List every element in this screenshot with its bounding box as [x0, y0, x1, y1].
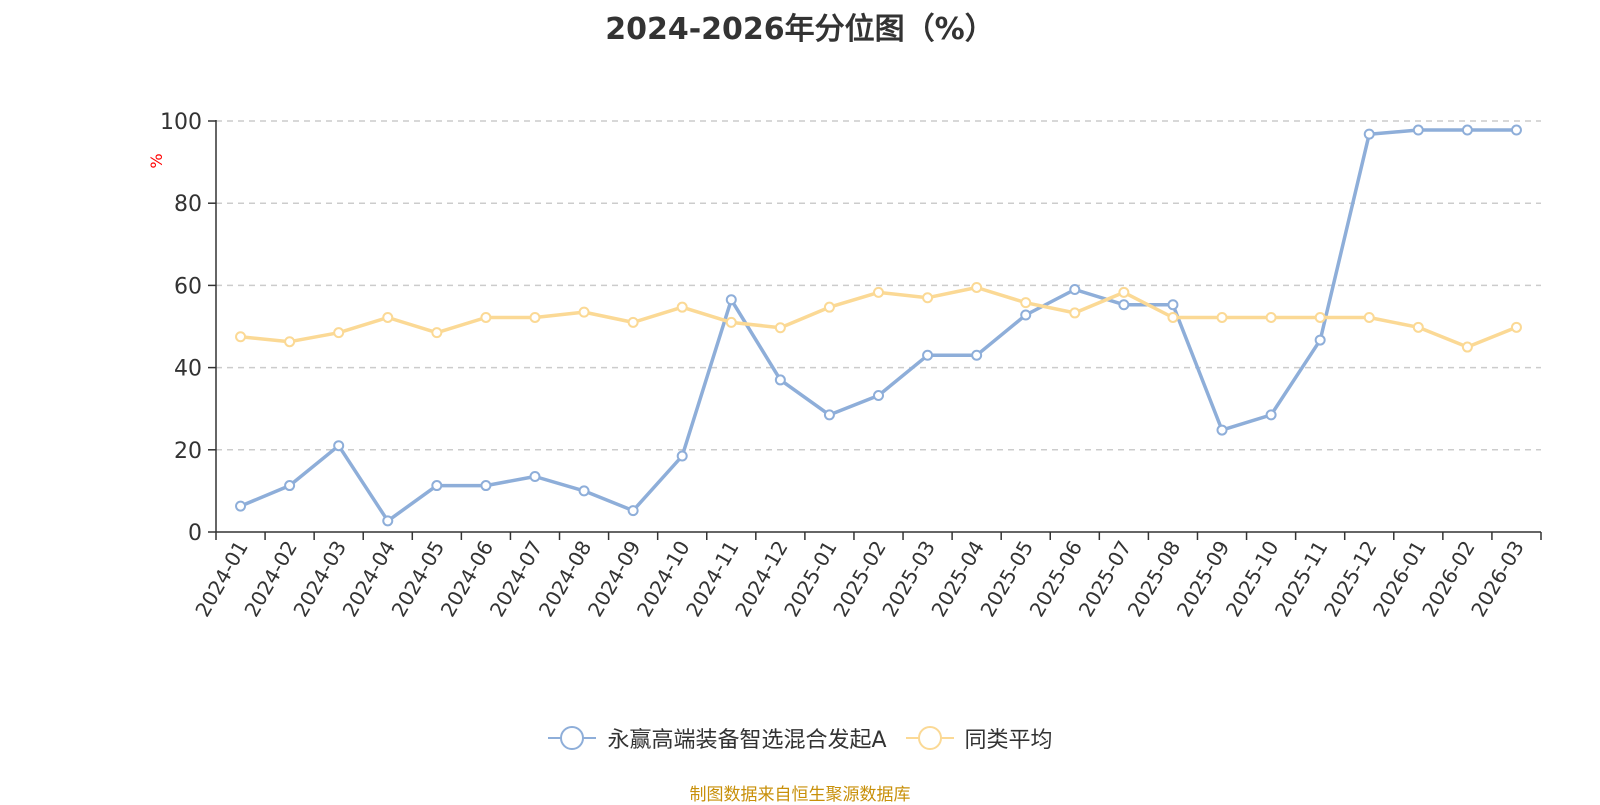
data-point[interactable] [1314, 311, 1326, 323]
y-tick-label: 0 [188, 521, 202, 546]
data-point[interactable] [971, 281, 983, 293]
data-point[interactable] [1069, 307, 1081, 319]
data-point[interactable] [725, 316, 737, 328]
data-point[interactable] [676, 301, 688, 313]
data-point[interactable] [774, 322, 786, 334]
legend-item-fund[interactable]: 永赢高端装备智选混合发起A [547, 722, 887, 754]
data-point[interactable] [1167, 311, 1179, 323]
data-point[interactable] [1118, 286, 1130, 298]
data-point[interactable] [284, 336, 296, 348]
data-point[interactable] [1461, 124, 1473, 136]
data-point[interactable] [823, 301, 835, 313]
source-note: 制图数据来自恒生聚源数据库 [689, 785, 911, 805]
data-point[interactable] [431, 327, 443, 339]
data-point[interactable] [1020, 297, 1032, 309]
data-point[interactable] [823, 409, 835, 421]
line-chart: 020406080100%2024-012024-022024-032024-0… [147, 110, 1542, 621]
data-point[interactable] [480, 311, 492, 323]
data-point[interactable] [627, 505, 639, 517]
data-point[interactable] [1216, 311, 1228, 323]
data-point[interactable] [333, 440, 345, 452]
data-point[interactable] [1265, 409, 1277, 421]
data-point[interactable] [1412, 124, 1424, 136]
data-point[interactable] [529, 471, 541, 483]
data-point[interactable] [725, 294, 737, 306]
data-point[interactable] [284, 480, 296, 492]
data-point[interactable] [676, 450, 688, 462]
data-point[interactable] [1216, 424, 1228, 436]
data-point[interactable] [922, 349, 934, 361]
data-point[interactable] [1265, 311, 1277, 323]
legend-item-average[interactable]: 同类平均 [905, 722, 1053, 754]
legend-marker-fund-icon [548, 726, 597, 750]
data-point[interactable] [1020, 309, 1032, 321]
data-point[interactable] [235, 500, 247, 512]
data-point[interactable] [1167, 299, 1179, 311]
data-point[interactable] [480, 480, 492, 492]
data-point[interactable] [971, 349, 983, 361]
data-point[interactable] [529, 311, 541, 323]
legend: 永赢高端装备智选混合发起A 同类平均 [0, 722, 1600, 754]
data-point[interactable] [1461, 341, 1473, 353]
data-point[interactable] [1510, 124, 1522, 136]
y-tick-label: 60 [174, 274, 202, 299]
data-point[interactable] [235, 331, 247, 343]
data-point[interactable] [873, 286, 884, 298]
y-axis-label: % [147, 153, 166, 168]
data-point[interactable] [431, 480, 443, 492]
data-point[interactable] [1363, 311, 1375, 323]
data-point[interactable] [1412, 321, 1424, 333]
data-point[interactable] [382, 515, 394, 527]
data-point[interactable] [922, 292, 934, 304]
data-point[interactable] [774, 374, 786, 386]
chart-title: 2024-2026年分位图（%） [605, 12, 995, 47]
data-point[interactable] [578, 485, 590, 497]
data-point[interactable] [627, 316, 639, 328]
data-point[interactable] [1510, 321, 1522, 333]
data-point[interactable] [1363, 128, 1375, 140]
legend-label-average: 同类平均 [964, 728, 1053, 753]
data-point[interactable] [1069, 284, 1081, 296]
data-point[interactable] [1314, 334, 1326, 346]
data-point[interactable] [1118, 299, 1130, 311]
legend-marker-average-icon [905, 726, 954, 750]
data-point[interactable] [873, 390, 884, 402]
data-point[interactable] [578, 306, 590, 318]
y-tick-label: 20 [174, 439, 202, 464]
y-tick-label: 100 [160, 110, 202, 135]
series-line-0 [239, 128, 1517, 523]
data-point[interactable] [382, 311, 394, 323]
data-point[interactable] [333, 327, 345, 339]
y-tick-label: 40 [174, 357, 202, 382]
legend-label-fund: 永赢高端装备智选混合发起A [607, 728, 887, 753]
y-tick-label: 80 [174, 192, 202, 217]
